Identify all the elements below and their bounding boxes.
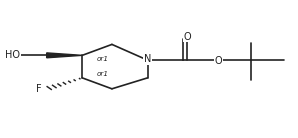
Text: F: F [36, 84, 42, 94]
Text: O: O [183, 32, 191, 42]
Text: or1: or1 [97, 56, 109, 62]
Text: N: N [144, 54, 151, 64]
Polygon shape [47, 53, 82, 58]
Text: or1: or1 [97, 71, 109, 77]
Text: HO: HO [5, 50, 20, 60]
Text: O: O [215, 56, 223, 66]
